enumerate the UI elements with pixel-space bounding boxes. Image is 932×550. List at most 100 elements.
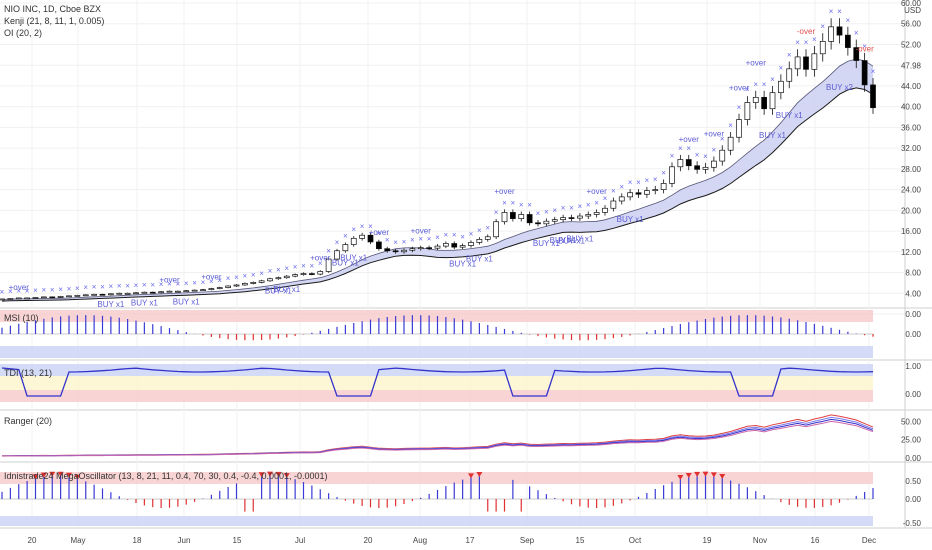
ranger-line [1,420,874,457]
over-label: +over [729,83,750,92]
buy-signal-label: BUY x1 [173,297,201,306]
x-marker: × [536,209,541,218]
osc-triangle [267,471,273,477]
candle-body [242,283,248,286]
candle-body [618,196,625,202]
msi-pane[interactable] [0,315,874,341]
candle-body [175,290,181,293]
buy-signal-label: BUY x1 [97,300,125,309]
x-marker: × [720,134,725,143]
price-tick-label: 60.00 [901,0,922,8]
candle-body [66,295,72,298]
over-label: +over [704,130,725,139]
tdi-lower-band [0,390,873,402]
buy-signal-label: BUY x1 [449,260,477,269]
candle-body [24,297,30,300]
price-tick-label: 44.00 [901,82,922,91]
x-marker: × [226,274,231,283]
tdi-title: TDI (13, 21) [4,368,52,378]
buy-signal-label: BUY x1 [533,239,561,248]
candle-body [300,273,307,275]
candle-body [317,271,324,275]
candle-body [861,60,868,86]
x-marker: × [343,231,348,240]
x-marker: × [737,103,742,112]
x-marker: × [385,236,390,245]
tdi-mid-band [0,376,873,390]
x-marker: × [653,175,658,184]
ranger-pane[interactable] [1,414,874,457]
x-marker: × [301,261,306,270]
candle-body [694,165,700,170]
candle-body [0,298,5,301]
x-marker: × [594,198,599,207]
ranger-tick-label: 25.00 [901,436,922,445]
osc-upper-band [0,472,873,484]
candle-body [141,291,148,294]
time-tick-label: Sep [520,536,535,545]
candle-body [870,84,876,109]
x-marker: × [142,281,147,290]
x-marker: × [636,178,641,187]
x-marker: × [201,278,206,287]
candle-body [258,280,265,283]
price-tick-label: 4.00 [905,289,921,298]
x-marker: × [795,38,800,47]
price-axis[interactable]: 60.00 56.00 52.00 47.98 44.00 40.00 36.00 32.00… [901,0,922,528]
candle-body [543,220,550,225]
candle-body [208,288,215,290]
x-marker: × [50,285,55,294]
osc-triangle [702,471,709,477]
x-marker: × [460,233,465,242]
candle-body [560,217,566,221]
x-marker: × [804,38,809,47]
candle-body [577,215,583,219]
buy-signal-label: BUY x1 [131,299,159,308]
time-tick-label: May [70,536,85,545]
x-marker: × [628,178,633,187]
osc-triangle [32,474,39,480]
candle-body [660,183,667,190]
x-marker: × [837,7,842,16]
candle-body [359,234,365,239]
candle-body [267,278,273,282]
time-tick-label: 16 [811,536,820,545]
msi-upper-band [0,310,873,322]
candle-body [752,96,759,103]
candle-body [426,247,432,250]
price-pane[interactable]: × × × × × × × × × × × × × × × × × × × × × × × × × × × × × × × × × × × × × × ××… [0,7,876,309]
oscillator-pane[interactable] [0,471,874,512]
x-marker: × [695,150,700,159]
tdi-pane[interactable] [1,367,874,397]
time-axis[interactable]: 20 May 18 Jun 15 Jul 20 Aug 17 Sep 15 Oct 19 Nov 16 Dec [28,536,877,545]
candle-body [216,287,223,289]
over-label: +over [369,228,390,237]
x-marker: × [871,67,876,76]
price-tick-label: 0.00 [905,310,921,319]
oi-label: OI (20, 2) [4,28,42,38]
x-marker: × [234,273,239,282]
time-tick-label: 15 [576,536,585,545]
candle-body [526,214,533,224]
candle-body [736,119,742,138]
x-marker: × [578,202,583,211]
kenji-label: Kenji (21, 8, 11, 1, 0.005) [4,16,104,26]
candle-body [702,166,709,170]
candle-body [451,243,458,248]
osc-triangle [677,475,684,481]
buy-signal-label: BUY x1 [550,236,578,245]
x-marker: × [418,235,423,244]
price-tick-label: 20.00 [901,206,922,215]
x-marker: × [184,279,189,288]
x-marker: × [502,198,507,207]
x-marker: × [176,280,181,289]
buy-signal-label: BUY x1 [759,131,787,140]
candle-body [778,80,784,94]
price-tick-label: 40.00 [901,103,922,112]
kenji-lower-line [1,87,874,302]
buy-signal-label: BUY x1 [558,236,586,245]
price-tick-label: 36.00 [901,123,922,132]
candle-body [292,274,298,277]
candle-body [635,192,642,195]
